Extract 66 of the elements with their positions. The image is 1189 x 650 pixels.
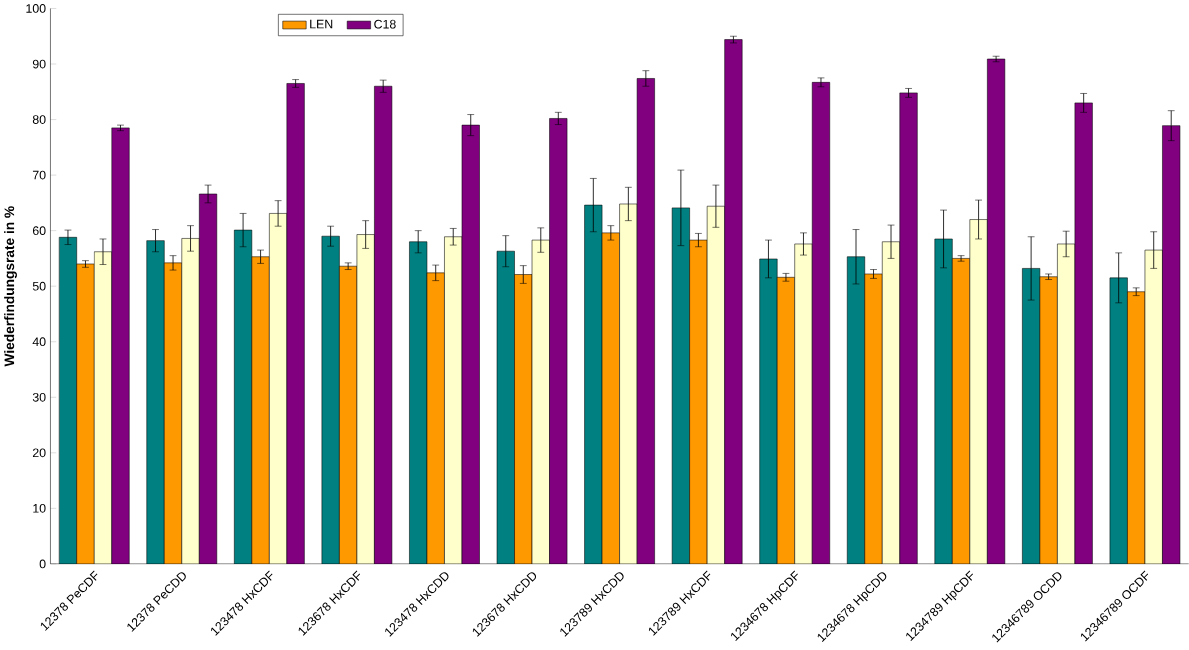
bar <box>321 236 340 564</box>
bar <box>707 206 725 564</box>
bar <box>409 241 427 564</box>
y-tick-label: 90 <box>32 59 46 69</box>
bar <box>461 124 480 564</box>
y-tick-label: 30 <box>32 392 46 402</box>
bar <box>987 58 1005 564</box>
legend-label: LEN <box>310 19 333 29</box>
y-tick-label: 40 <box>32 337 46 346</box>
bar <box>234 229 252 564</box>
bar <box>181 238 200 564</box>
bar <box>1144 249 1163 564</box>
bar <box>269 213 287 564</box>
bar <box>672 207 690 564</box>
bar <box>934 238 953 564</box>
bar <box>76 263 95 564</box>
bar <box>777 277 795 564</box>
bar <box>952 258 970 564</box>
bar <box>1109 277 1128 564</box>
bar <box>356 234 375 564</box>
bar <box>251 256 270 564</box>
bar <box>111 127 130 564</box>
bar <box>1074 102 1093 564</box>
bar <box>1057 243 1075 564</box>
y-tick-label: 20 <box>32 448 46 458</box>
y-axis-title: Wiederfindungsrate in % <box>4 206 17 367</box>
y-tick-label: 80 <box>32 115 46 124</box>
bar <box>759 258 778 564</box>
y-tick-label: 50 <box>32 281 46 291</box>
bar <box>1022 268 1040 564</box>
y-tick-label: 10 <box>33 503 46 513</box>
bar <box>689 239 708 564</box>
bar <box>812 82 830 564</box>
bar <box>1127 291 1146 564</box>
bar <box>864 273 883 564</box>
bar <box>847 256 865 564</box>
y-tick-label: 70 <box>32 170 46 180</box>
bar <box>1039 276 1058 564</box>
bar <box>899 92 918 564</box>
bar <box>532 239 550 564</box>
bar <box>426 272 445 564</box>
bar <box>164 262 182 564</box>
bar <box>146 240 165 564</box>
bar <box>444 236 462 564</box>
bar <box>969 219 988 564</box>
bar <box>602 232 620 564</box>
bar <box>637 78 655 564</box>
bar <box>59 237 77 564</box>
bar <box>374 86 392 564</box>
bar <box>882 241 900 564</box>
y-tick-label: 0 <box>39 559 46 569</box>
bar <box>339 266 357 564</box>
bar <box>199 193 217 564</box>
bar <box>497 251 515 564</box>
bar <box>584 204 603 564</box>
bar <box>94 251 112 564</box>
bar <box>286 83 305 564</box>
bar <box>549 118 568 564</box>
y-tick-label: 60 <box>32 226 46 235</box>
bar <box>724 39 743 564</box>
bar <box>619 203 638 564</box>
bar <box>1162 125 1181 564</box>
legend-label: C18 <box>374 19 396 29</box>
y-tick-label: 100 <box>26 3 46 13</box>
bar <box>794 243 813 564</box>
bar <box>514 274 533 564</box>
